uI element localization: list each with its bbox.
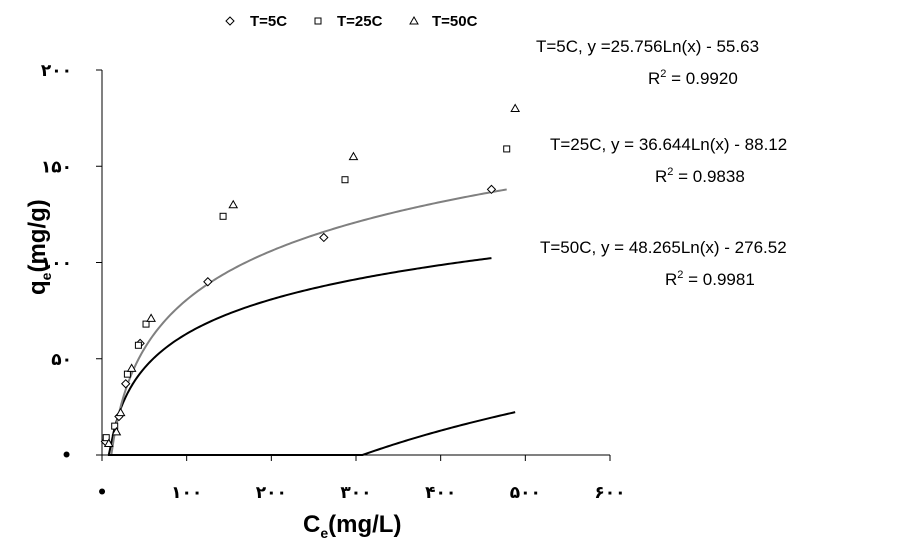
r-squared-text: R2 = 0.9920 [648,68,738,88]
equation-5c: T=5C, y =25.756Ln(x) - 55.63 R2 = 0.9920 [536,37,759,88]
x-tick-label: ۱۰۰ [171,483,202,503]
y-tick-label: ۱۵۰ [41,157,72,177]
x-tick-label: • [97,483,108,503]
x-axis-title: Ce(mg/L) [303,511,401,541]
legend-entry-5c: T=5C [225,13,287,30]
y-tick-label: ۵۰ [51,350,72,370]
y-tick-label: ۱۰۰ [41,254,72,274]
data-point-square [123,370,131,378]
equation-text: T=5C, y =25.756Ln(x) - 55.63 [536,37,759,56]
data-point-square [142,320,150,328]
legend-diamond-icon [225,16,235,26]
data-point-triangle [348,151,359,161]
data-point-diamond [319,232,329,243]
x-tick-label: ۵۰۰ [510,483,541,503]
data-markers [100,103,521,447]
r-squared-text: R2 = 0.9981 [665,269,755,289]
legend: T=5C T=25C T=50C [225,13,478,30]
r-squared-text: R2 = 0.9838 [655,166,745,186]
data-point-square [111,422,119,430]
legend-triangle-icon [409,15,419,25]
legend-marker-square [314,17,322,25]
data-point-triangle [103,438,114,447]
legend-entry-25c: T=25C [314,13,383,30]
data-point-square [102,434,110,442]
equation-text: T=50C, y = 48.265Ln(x) - 276.52 [540,238,787,257]
fit-line-t-50c [107,411,516,456]
x-tick-label: ۲۰۰ [256,483,287,503]
data-point-diamond [486,184,497,195]
x-tick-label: ۴۰۰ [425,483,456,503]
legend-label: T=5C [250,13,287,30]
legend-marker-triangle [409,15,419,25]
y-axis-title: qe(mg/g) [24,199,54,295]
axis-ticks: • ۱۰۰ ۲۰۰ ۳۰۰ ۴۰۰ ۵۰۰ ۶۰۰ • ۵۰ ۱۰۰ ۱۵۰ ۲۰۰ [41,61,626,503]
equation-50c: T=50C, y = 48.265Ln(x) - 276.52 R2 = 0.9… [540,238,787,289]
fit-line-t-5c [107,257,492,456]
data-point-square [134,341,142,349]
legend-label: T=25C [337,13,383,30]
plot-area: • ۱۰۰ ۲۰۰ ۳۰۰ ۴۰۰ ۵۰۰ ۶۰۰ • ۵۰ ۱۰۰ ۱۵۰ ۲۰۰ [41,61,626,503]
data-point-square [341,176,349,184]
equation-25c: T=25C, y = 36.644Ln(x) - 88.12 R2 = 0.98… [550,135,787,186]
legend-marker-diamond [225,16,235,26]
data-point-triangle [111,426,122,436]
equation-text: T=25C, y = 36.644Ln(x) - 88.12 [550,135,787,154]
data-point-diamond [120,379,131,389]
y-tick-label: • [61,446,72,466]
data-point-triangle [228,199,239,209]
data-point-square [219,212,227,220]
x-tick-label: ۶۰۰ [594,483,625,503]
legend-entry-50c: T=50C [409,13,478,30]
data-point-diamond [203,277,213,287]
data-point-triangle [126,363,137,372]
data-point-triangle [146,313,156,322]
data-point-triangle [115,407,126,417]
fit-line-t-25c [110,188,507,456]
legend-label: T=50C [432,13,478,30]
data-point-triangle [510,103,521,112]
fit-lines [107,188,516,456]
data-point-square [503,145,511,153]
y-tick-label: ۲۰۰ [41,61,72,81]
x-tick-label: ۳۰۰ [340,483,371,503]
legend-square-icon [314,17,322,25]
